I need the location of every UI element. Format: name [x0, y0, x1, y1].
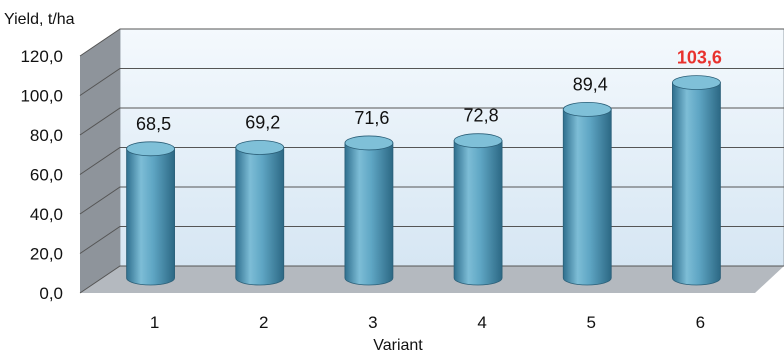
gridline [79, 28, 784, 57]
gridline [79, 68, 784, 96]
data-label: 71,6 [354, 108, 389, 128]
bar-top [672, 75, 721, 90]
x-tick-label: 5 [587, 313, 596, 332]
bars [126, 75, 721, 286]
gridline [79, 226, 784, 254]
bar-top [126, 141, 175, 157]
bar [126, 141, 175, 286]
bar-body [562, 108, 612, 286]
x-tick-label: 6 [696, 313, 705, 332]
y-tick-label: 40,0 [30, 205, 63, 224]
bar-top [235, 140, 285, 155]
bar-top [453, 133, 503, 149]
y-axis-ticks: 0,0 20,0 40,0 60,0 80,0 100,0 120,0 [20, 47, 63, 303]
data-label: 72,8 [464, 106, 499, 126]
x-tick-label: 1 [150, 313, 159, 332]
gridline [79, 265, 784, 294]
bar-body [453, 140, 503, 286]
x-axis-title: Variant [373, 337, 423, 354]
gridline [79, 186, 784, 215]
y-tick-label: 60,0 [30, 166, 63, 185]
y-tick-label: 0,0 [39, 284, 63, 303]
y-tick-label: 120,0 [20, 47, 63, 66]
y-tick-label: 100,0 [20, 87, 63, 106]
gridlines [79, 28, 784, 294]
bar [562, 101, 612, 286]
bar-top [344, 135, 394, 151]
data-labels: 68,5 69,2 71,6 72,8 89,4 103,6 [136, 48, 722, 134]
x-tick-label: 2 [259, 313, 268, 332]
x-tick-label: 3 [368, 313, 377, 332]
bar [453, 133, 503, 286]
bar-body [235, 147, 285, 286]
y-tick-label: 20,0 [30, 245, 63, 264]
data-label: 89,4 [573, 74, 608, 94]
y-tick-label: 80,0 [30, 126, 63, 145]
gridline [79, 107, 784, 136]
data-label: 68,5 [136, 114, 171, 134]
bar-top [562, 101, 612, 117]
bar [235, 140, 285, 286]
bar-body [672, 82, 721, 286]
bar [672, 75, 721, 286]
x-axis-ticks: 1 2 3 4 5 6 [150, 313, 705, 332]
y-axis-title: Yield, t/ha [4, 11, 75, 28]
bar-body [126, 148, 175, 286]
data-label: 69,2 [245, 112, 280, 132]
x-tick-label: 4 [477, 313, 486, 332]
bar [344, 135, 394, 286]
data-label: 103,6 [677, 48, 722, 68]
gridline [79, 147, 784, 175]
bar-body [344, 142, 394, 286]
